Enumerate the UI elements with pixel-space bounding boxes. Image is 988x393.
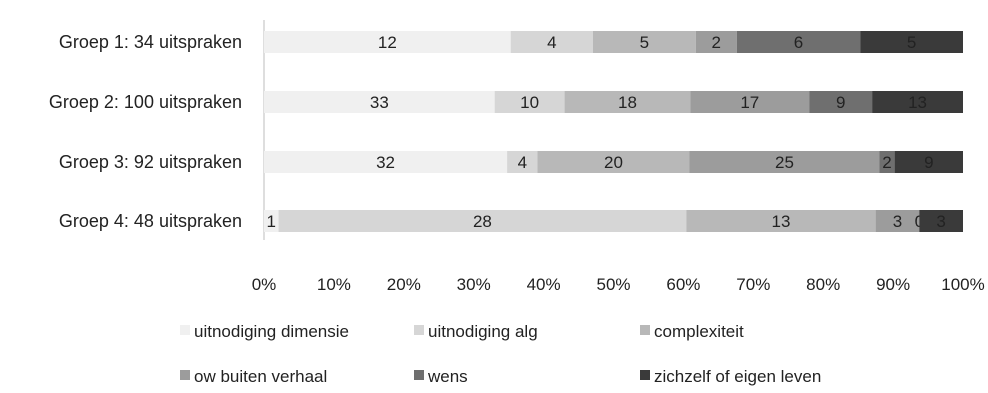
x-axis-ticks: 0% 10% 20% 30% 40% 50% 60% 70% 80% 90% 100%: [252, 275, 985, 294]
data-label: 33: [370, 93, 389, 112]
bar-segment: [494, 91, 565, 113]
data-label: 4: [547, 33, 556, 52]
legend: uitnodiging dimensie uitnodiging alg compl…: [180, 322, 821, 386]
bars-group: 12452653310181791332420252912813303: [264, 31, 963, 232]
data-label: 18: [618, 93, 637, 112]
data-label: 32: [376, 153, 395, 172]
data-label: 9: [924, 153, 933, 172]
bar-segment: [879, 151, 895, 173]
x-tick-label: 90%: [876, 275, 910, 294]
bar-segment: [695, 31, 737, 53]
data-label: 3: [936, 212, 945, 231]
legend-label: uitnodiging alg: [428, 322, 538, 341]
x-tick-label: 20%: [387, 275, 421, 294]
bar-segment: [264, 210, 279, 232]
data-label: 9: [836, 93, 845, 112]
bar-segment: [919, 210, 963, 232]
legend-label: ow buiten verhaal: [194, 367, 327, 386]
legend-swatch: [414, 325, 424, 335]
data-label: 4: [518, 153, 527, 172]
data-label: 28: [473, 212, 492, 231]
data-label: 10: [520, 93, 539, 112]
category-label: Groep 3: 92 uitspraken: [59, 152, 242, 172]
bar-segment: [278, 210, 687, 232]
x-tick-label: 10%: [317, 275, 351, 294]
data-label: 5: [907, 33, 916, 52]
x-tick-label: 100%: [941, 275, 984, 294]
legend-label: wens: [427, 367, 468, 386]
x-tick-label: 50%: [596, 275, 630, 294]
data-label: 6: [794, 33, 803, 52]
legend-label: complexiteit: [654, 322, 744, 341]
bar-segment: [264, 151, 508, 173]
legend-swatch: [180, 325, 190, 335]
bar-segment: [264, 91, 495, 113]
data-label: 12: [378, 33, 397, 52]
bar-segment: [686, 210, 876, 232]
data-label: 2: [712, 33, 721, 52]
bar-segment: [875, 210, 920, 232]
bar-segment: [872, 91, 963, 113]
bar-segment: [592, 31, 696, 53]
legend-swatch: [180, 370, 190, 380]
bar-segment: [809, 91, 873, 113]
data-label: 17: [740, 93, 759, 112]
legend-label: uitnodiging dimensie: [194, 322, 349, 341]
x-tick-label: 30%: [457, 275, 491, 294]
data-label: 5: [640, 33, 649, 52]
x-tick-label: 40%: [527, 275, 561, 294]
bar-segment: [860, 31, 963, 53]
legend-swatch: [414, 370, 424, 380]
legend-swatch: [640, 370, 650, 380]
bar-segment: [689, 151, 880, 173]
data-label: 20: [604, 153, 623, 172]
bar-segment: [264, 31, 511, 53]
category-label: Groep 1: 34 uitspraken: [59, 32, 242, 52]
bar-segment: [894, 151, 963, 173]
legend-swatch: [640, 325, 650, 335]
bar-segment: [690, 91, 810, 113]
legend-label: zichzelf of eigen leven: [654, 367, 821, 386]
data-label: 13: [772, 212, 791, 231]
category-label: Groep 2: 100 uitspraken: [49, 92, 242, 112]
data-label: 25: [775, 153, 794, 172]
category-labels: Groep 1: 34 uitspraken Groep 2: 100 uitsp…: [49, 32, 242, 231]
data-label: 2: [882, 153, 891, 172]
x-tick-label: 60%: [666, 275, 700, 294]
bar-segment: [510, 31, 593, 53]
category-label: Groep 4: 48 uitspraken: [59, 211, 242, 231]
x-tick-label: 0%: [252, 275, 277, 294]
bar-segment: [537, 151, 690, 173]
data-label: 3: [893, 212, 902, 231]
x-tick-label: 70%: [736, 275, 770, 294]
bar-segment: [564, 91, 691, 113]
bar-segment: [736, 31, 861, 53]
bar-segment: [507, 151, 538, 173]
data-label: 1: [267, 212, 276, 231]
data-label: 13: [908, 93, 927, 112]
x-tick-label: 80%: [806, 275, 840, 294]
